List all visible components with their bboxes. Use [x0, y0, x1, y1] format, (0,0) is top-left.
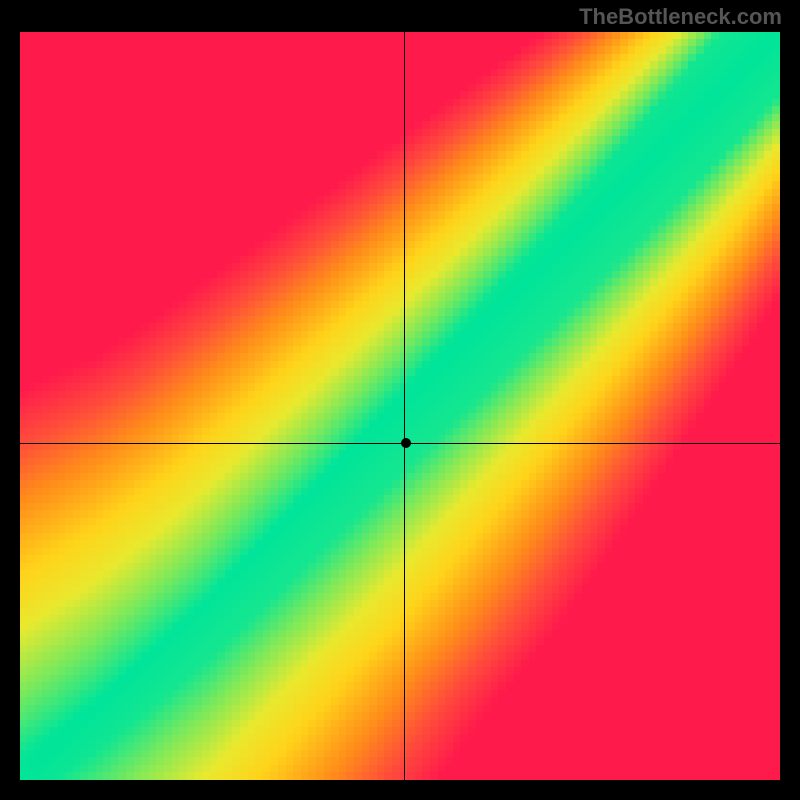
crosshair-vertical: [404, 32, 405, 780]
heatmap-canvas: [20, 32, 780, 780]
crosshair-horizontal: [20, 443, 780, 444]
selection-marker[interactable]: [401, 438, 411, 448]
chart-container: TheBottleneck.com: [0, 0, 800, 800]
watermark-text: TheBottleneck.com: [579, 4, 782, 30]
plot-area: [20, 32, 780, 780]
